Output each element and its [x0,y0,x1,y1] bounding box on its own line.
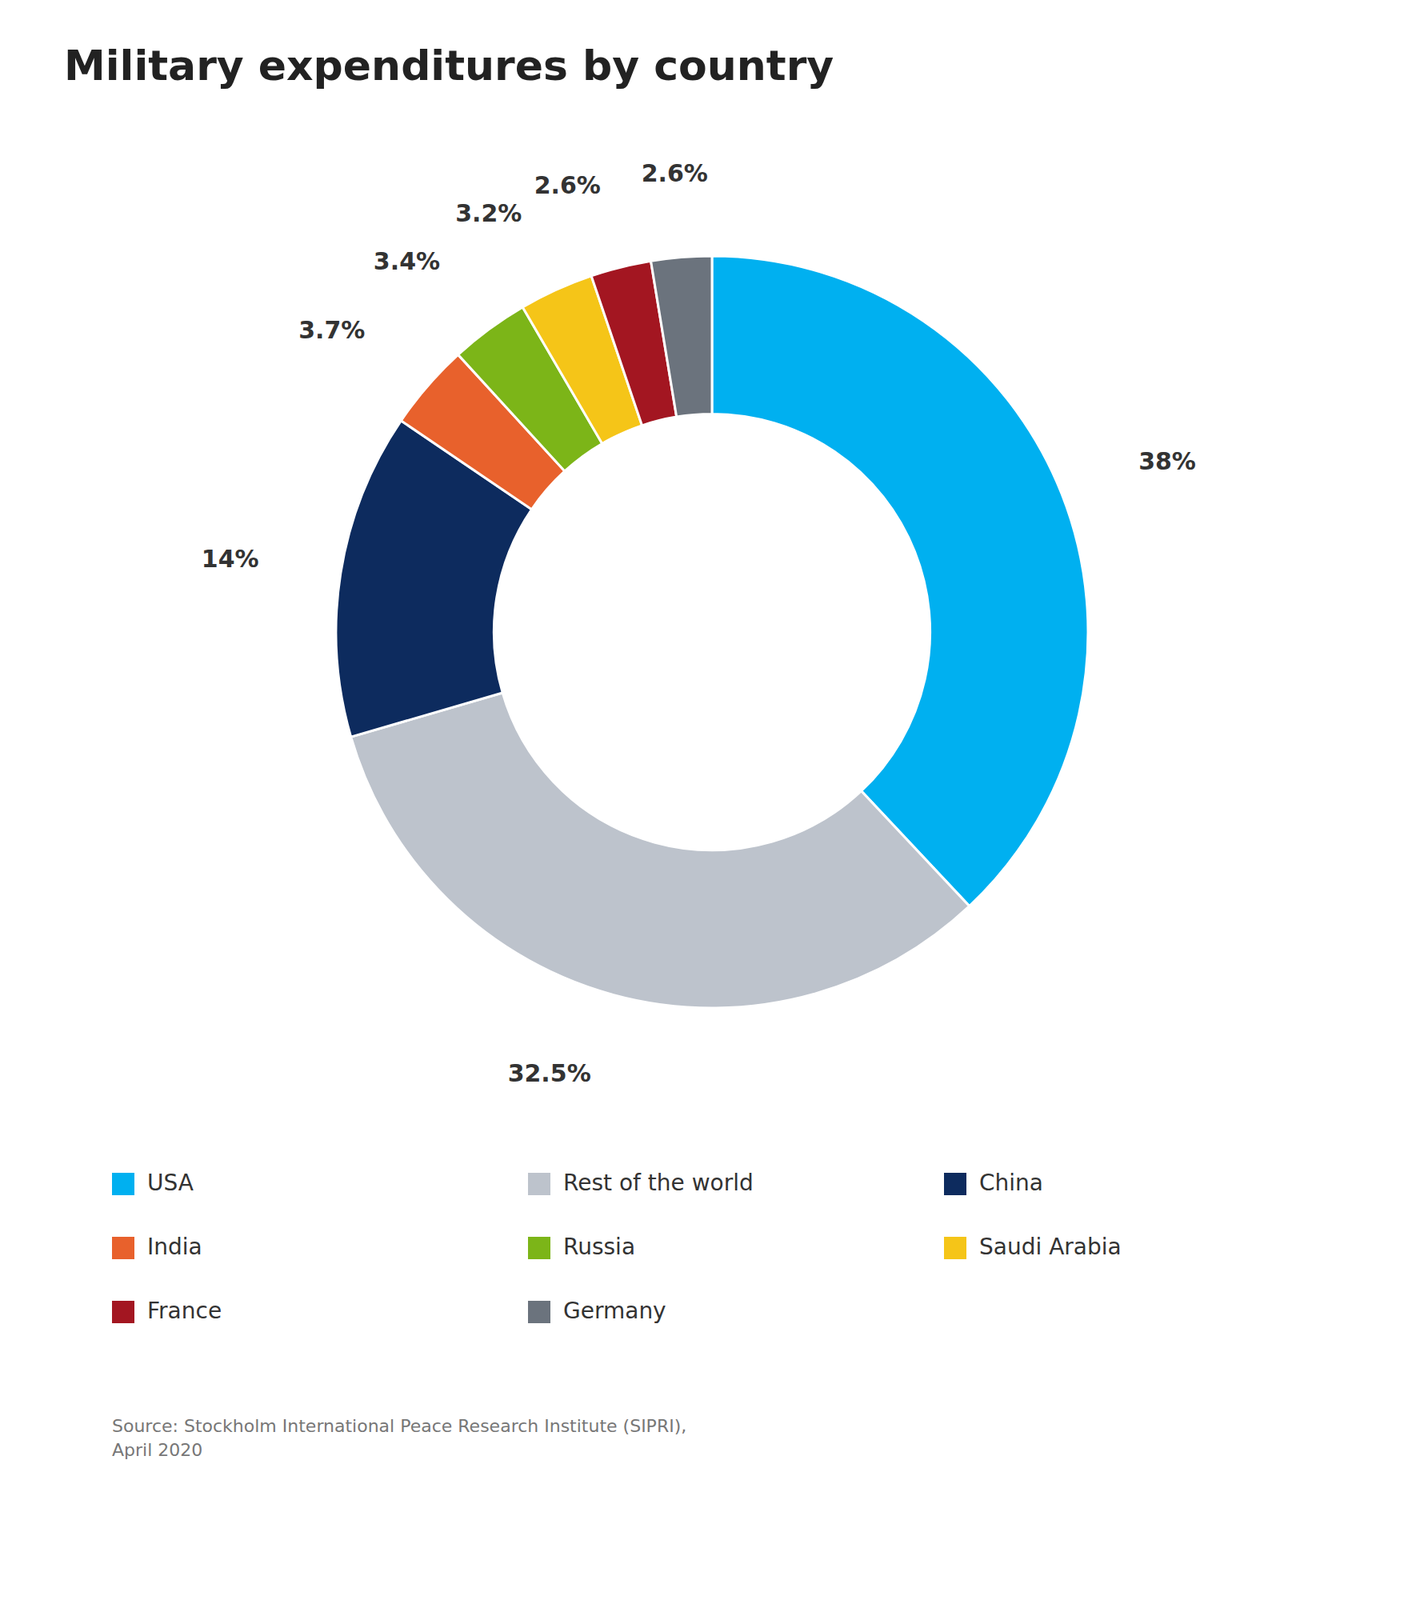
legend-item: Russia [528,1233,636,1260]
annotation-line: Source: Stockholm International Peace Re… [112,1416,687,1436]
legend-label: Russia [563,1233,636,1260]
legend-label: China [979,1169,1044,1196]
donut: 38% 32.5% 14% 3.7% 3.4% 3.2% 2.6% 2.6% [201,159,1196,1088]
data-label: 3.4% [373,247,440,276]
legend-label: India [147,1233,203,1260]
legend: USA Rest of the world China India Russia Saud… [112,1169,1122,1324]
legend-item: Germany [528,1297,667,1324]
legend-label: Germany [563,1297,667,1324]
legend-swatch [528,1300,551,1324]
data-label: 32.5% [508,1059,592,1088]
slice [351,692,970,1008]
data-label: 3.2% [455,199,522,228]
legend-item: France [112,1297,222,1324]
legend-swatch [112,1172,135,1196]
data-label: 38% [1138,447,1196,476]
annotation: Source: Stockholm International Peace Re… [112,1416,687,1460]
legend-label: Saudi Arabia [979,1233,1122,1260]
legend-swatch [944,1172,967,1196]
legend-label: USA [147,1169,194,1196]
data-label: 14% [201,544,260,573]
legend-label: France [147,1297,222,1324]
legend-swatch [112,1300,135,1324]
legend-item: USA [112,1169,194,1196]
legend-item: Saudi Arabia [944,1233,1122,1260]
legend-swatch [112,1236,135,1260]
data-label: 2.6% [534,171,601,200]
legend-item: Rest of the world [528,1169,754,1196]
slice [651,256,712,417]
legend-item: India [112,1233,203,1260]
data-label: 2.6% [641,159,708,188]
slice [712,256,1088,907]
annotation-line: April 2020 [112,1440,203,1460]
legend-item: China [944,1169,1044,1196]
legend-swatch [528,1236,551,1260]
legend-swatch [944,1236,967,1260]
legend-label: Rest of the world [563,1169,754,1196]
chart-root: Military expenditures by country 38% 32.5%… [0,0,1424,1600]
data-label: 3.7% [298,316,365,344]
legend-swatch [528,1172,551,1196]
title: Military expenditures by country [64,41,834,90]
